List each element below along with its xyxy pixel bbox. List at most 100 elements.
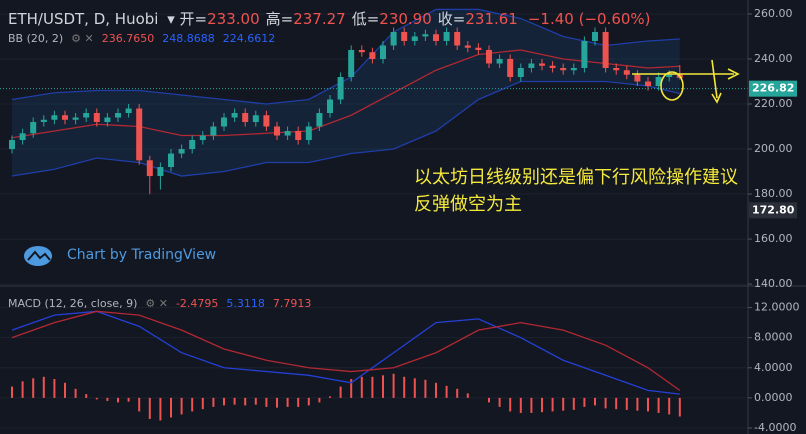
histogram-bar <box>350 379 353 398</box>
histogram-bar <box>678 397 681 417</box>
price-label: 172.80 <box>752 203 795 216</box>
histogram-bar <box>583 397 586 407</box>
histogram-bar <box>466 393 469 398</box>
legend-value: -2.4795 <box>175 297 219 310</box>
candle-body <box>486 49 492 64</box>
candle-body <box>464 45 471 48</box>
indicator-name[interactable]: BB (20, 2) <box>8 32 64 45</box>
candle-body <box>178 149 185 154</box>
macd-line <box>11 310 680 395</box>
candle-body <box>539 63 545 66</box>
histogram-bar <box>403 376 406 398</box>
histogram-bar <box>371 376 374 398</box>
histogram-bar <box>286 397 289 407</box>
symbol[interactable]: ETH/USDT, D, Huobi <box>8 10 159 28</box>
candle-body <box>168 153 174 168</box>
histogram-bar <box>636 397 639 411</box>
annotation: 反弹做空为主 <box>414 194 522 215</box>
candle-body <box>507 58 514 77</box>
histogram-bar <box>498 397 501 407</box>
histogram-bar <box>329 396 331 398</box>
histogram-bar <box>159 397 162 421</box>
legend-value: 236.7650 <box>101 32 155 45</box>
ohlc-value: 231.61 <box>465 10 518 28</box>
histogram-bar <box>657 397 660 413</box>
candle-body <box>115 113 121 118</box>
y-tick-label: 140.00 <box>754 277 793 290</box>
candle-body <box>613 67 620 71</box>
ohlc-value: 233.00 <box>207 10 260 28</box>
candle-body <box>210 126 217 136</box>
bb-legend: BB (20, 2) ⚙ ✕ 236.7650 248.8688 224.6612 <box>8 32 276 45</box>
price-label-box <box>749 202 797 219</box>
candle-body <box>51 115 58 120</box>
ohlc-label: 低= <box>351 10 380 28</box>
candle-body <box>496 58 503 64</box>
indicator-name[interactable]: MACD (12, 26, close, 9) <box>8 297 138 310</box>
price-label-box <box>749 80 797 97</box>
histogram-bar <box>42 376 45 398</box>
candle-body <box>645 81 651 86</box>
candle-body <box>570 67 577 71</box>
histogram-bar <box>74 388 77 398</box>
ohlc-value: 230.90 <box>379 10 432 28</box>
histogram-bar <box>382 375 384 398</box>
y-tick-label: 220.00 <box>754 97 793 110</box>
candle-body <box>263 115 270 127</box>
candle-body <box>581 40 588 68</box>
candle-body <box>634 74 641 82</box>
histogram-bar <box>625 397 628 410</box>
histogram-bar <box>392 373 395 398</box>
legend-value: 248.8688 <box>162 32 215 45</box>
histogram-bar <box>318 397 321 403</box>
histogram-bar <box>519 397 522 413</box>
ohlc-label: 开= <box>179 10 208 28</box>
y-tick-label: 0.0000 <box>754 391 793 404</box>
candle-body <box>592 31 598 41</box>
histogram-bar <box>551 397 554 412</box>
ohlc-label: 高= <box>265 10 294 28</box>
ohlc-value: 237.27 <box>293 10 346 28</box>
histogram-bar <box>53 379 56 398</box>
histogram-bar <box>530 397 533 413</box>
histogram-bar <box>647 397 649 412</box>
ohlc-label: 收= <box>437 10 466 28</box>
candle-body <box>231 113 238 118</box>
candle-body <box>443 31 450 41</box>
histogram-bar <box>244 397 247 406</box>
candle-body <box>157 167 164 177</box>
candle-body <box>83 113 90 118</box>
histogram-bar <box>191 397 194 412</box>
histogram-bar <box>106 397 109 401</box>
candle-body <box>411 36 418 41</box>
macd-legend: MACD (12, 26, close, 9) ⚙ ✕ -2.4795 5.3118 7… <box>8 297 312 310</box>
y-tick-label: -4.0000 <box>754 421 796 434</box>
annotation: 以太坊日线级别还是偏下行风险操作建议 <box>414 167 738 188</box>
histogram-bar <box>594 397 596 406</box>
candle-body <box>252 115 259 123</box>
y-tick-label: 200.00 <box>754 142 793 155</box>
histogram-bar <box>148 397 151 419</box>
candle-body <box>9 140 15 150</box>
histogram-bar <box>276 397 278 408</box>
candle-body <box>62 115 68 120</box>
histogram-bar <box>668 397 671 415</box>
candle-body <box>560 67 567 71</box>
candle-body <box>602 31 609 68</box>
histogram-bar <box>488 397 490 403</box>
candle-body <box>422 34 429 37</box>
price-label: 226.82 <box>752 82 794 95</box>
y-tick-label: 160.00 <box>754 232 793 245</box>
y-tick-label: 260.00 <box>754 7 793 20</box>
histogram-bar <box>180 397 183 415</box>
histogram-bar <box>562 397 565 411</box>
histogram-bar <box>424 379 427 398</box>
candle-body <box>93 113 100 123</box>
histogram-bar <box>64 382 66 398</box>
histogram-bar <box>21 381 24 398</box>
band-line <box>11 80 680 177</box>
candle-body <box>401 31 408 41</box>
y-tick-label: 240.00 <box>754 52 793 65</box>
candle-body <box>284 131 291 136</box>
candle-body <box>19 133 26 141</box>
